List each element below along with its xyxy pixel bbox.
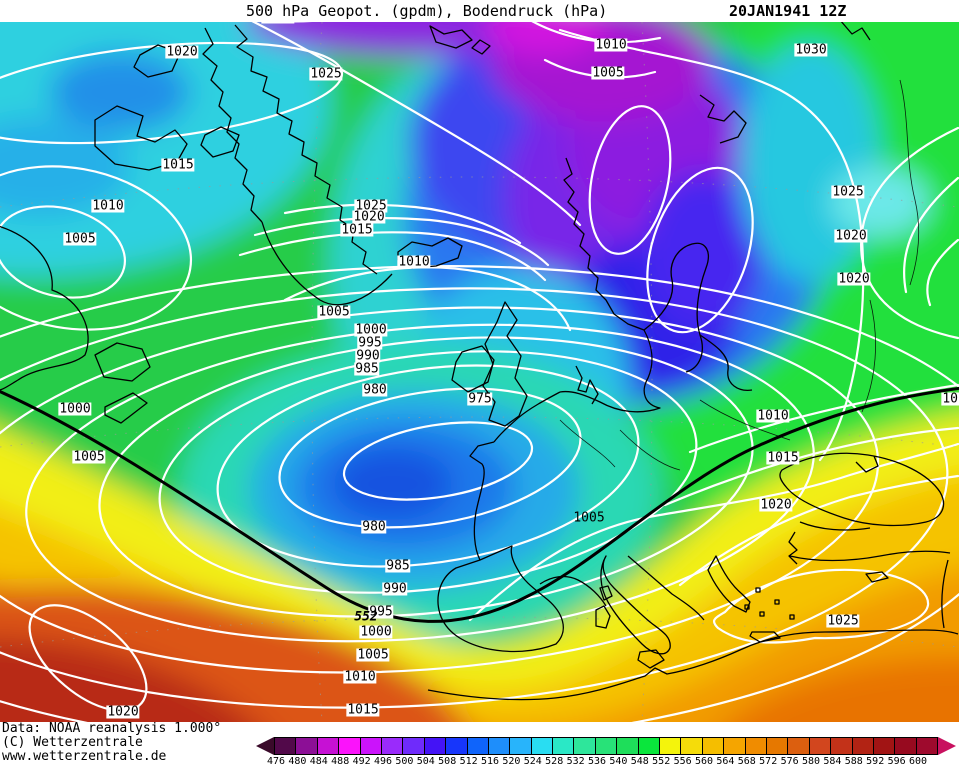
colorbar-tick: 480 [288, 756, 307, 767]
colorbar-segment [872, 738, 895, 754]
colorbar-swatches [274, 737, 939, 755]
colorbar-tick: 496 [373, 756, 393, 767]
map-title: 500 hPa Geopot. (gpdm), Bodendruck (hPa) [246, 2, 608, 20]
colorbar-tick: 528 [545, 756, 564, 767]
credits: Data: NOAA reanalysis 1.000° (C) Wetterz… [0, 722, 959, 764]
colorbar-tick: 576 [780, 756, 799, 767]
colorbar-segment [402, 738, 424, 754]
colorbar-tick: 572 [759, 756, 778, 767]
credit-line-url: www.wetterzentrale.de [2, 749, 167, 764]
colorbar-tick: 516 [480, 756, 500, 767]
colorbar-tick: 532 [566, 756, 585, 767]
colorbar-tick: 584 [823, 756, 842, 767]
geopotential-field [0, 22, 959, 722]
colorbar-segment [552, 738, 574, 754]
colorbar-tick: 560 [694, 756, 714, 767]
colorbar-tick: 580 [801, 756, 821, 767]
colorbar-tick: 568 [737, 756, 756, 767]
colorbar-arrow-right [938, 737, 957, 755]
colorbar-tick: 508 [438, 756, 457, 767]
map-datetime: 20JAN1941 12Z [729, 2, 847, 20]
credit-line-data: Data: NOAA reanalysis 1.000° [2, 721, 222, 736]
colorbar-tick: 548 [630, 756, 649, 767]
colorbar-tick: 592 [866, 756, 885, 767]
colorbar-tick: 536 [587, 756, 607, 767]
colorbar-segment [380, 738, 403, 754]
colorbar-segment [338, 738, 360, 754]
title-bar: 500 hPa Geopot. (gpdm), Bodendruck (hPa)… [0, 0, 959, 22]
colorbar-segment [744, 738, 766, 754]
colorbar-tick: 500 [395, 756, 414, 767]
colorbar-segment [423, 738, 446, 754]
colorbar-tick: 520 [502, 756, 521, 767]
colorbar-segment [573, 738, 595, 754]
colorbar-segment [616, 738, 638, 754]
colorbar-tick: 504 [416, 756, 435, 767]
colorbar-segment [445, 738, 467, 754]
colorbar-segment [830, 738, 852, 754]
colorbar-segment [275, 738, 296, 754]
colorbar-segment [295, 738, 317, 754]
colorbar-segment [659, 738, 681, 754]
colorbar-segment [851, 738, 873, 754]
colorbar-segment [466, 738, 488, 754]
footer: Data: NOAA reanalysis 1.000° (C) Wetterz… [0, 722, 959, 770]
colorbar-segment [509, 738, 531, 754]
colorbar-tick: 492 [352, 756, 371, 767]
colorbar-tick: 588 [844, 756, 863, 767]
colorbar-tick: 476 [266, 756, 286, 767]
colorbar-segment [787, 738, 809, 754]
colorbar-tick-labels: 476 480 484 488 492 496 500 504 508 512 516 520 524 5… [267, 756, 956, 768]
colorbar-segment [680, 738, 702, 754]
colorbar-segment [765, 738, 788, 754]
colorbar: 476 480 484 488 492 496 500 504 508 512 516 520 524 5… [256, 737, 957, 767]
colorbar-tick: 524 [523, 756, 542, 767]
coastlines [0, 22, 959, 701]
credit-line-copyright: (C) Wetterzentrale [2, 735, 143, 750]
colorbar-tick: 512 [459, 756, 478, 767]
colorbar-tick: 488 [331, 756, 350, 767]
colorbar-segment [701, 738, 724, 754]
colorbar-segment [637, 738, 660, 754]
colorbar-tick: 564 [716, 756, 735, 767]
colorbar-segment [894, 738, 916, 754]
colorbar-segment [359, 738, 381, 754]
colorbar-tick: 540 [609, 756, 628, 767]
colorbar-segment [915, 738, 938, 754]
map-canvas [0, 22, 959, 722]
colorbar-tick: 556 [673, 756, 692, 767]
colorbar-segment [594, 738, 617, 754]
colorbar-arrow-left [256, 737, 274, 755]
map-svg [0, 22, 959, 722]
colorbar-segment [530, 738, 553, 754]
colorbar-tick: 596 [887, 756, 906, 767]
geopotential-552-contour [0, 386, 959, 623]
colorbar-segment [723, 738, 745, 754]
colorbar-tick: 484 [309, 756, 328, 767]
colorbar-segment [316, 738, 339, 754]
colorbar-tick: 600 [908, 756, 928, 767]
colorbar-segment [487, 738, 510, 754]
colorbar-segment [808, 738, 831, 754]
colorbar-tick: 552 [652, 756, 671, 767]
